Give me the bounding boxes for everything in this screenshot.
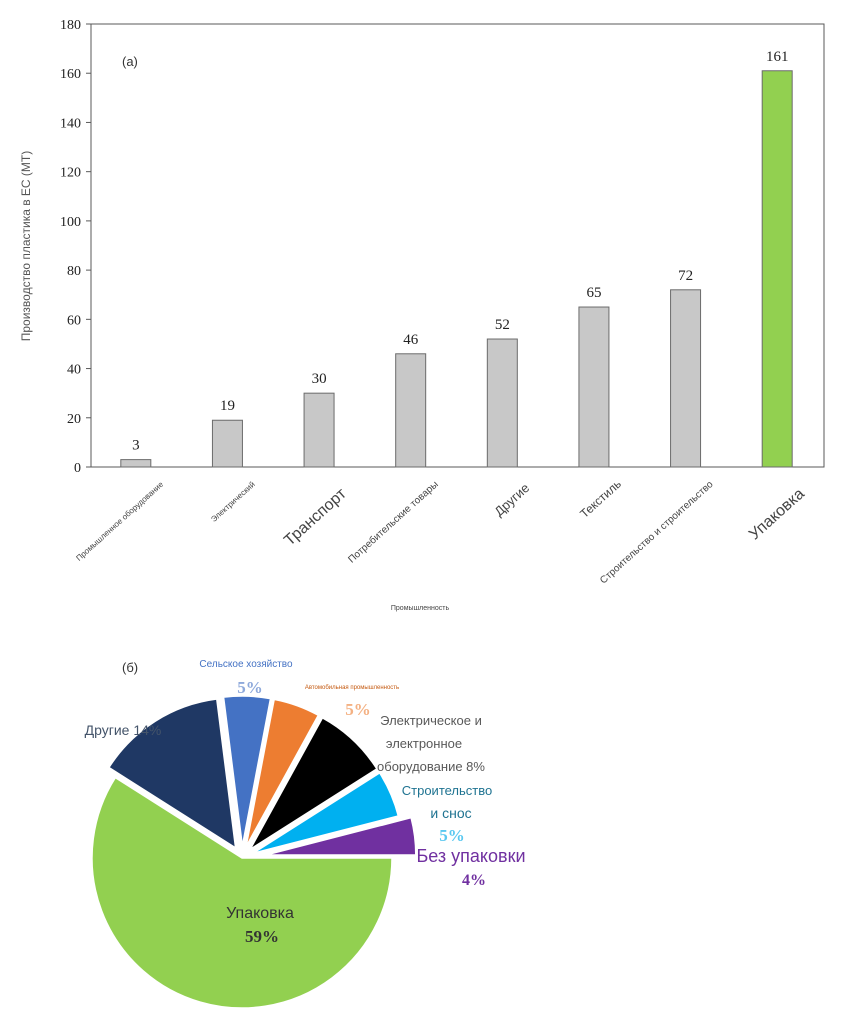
y-tick-label: 80 — [67, 264, 81, 279]
bar-chart-panel: (a) Производство пластика в ЕС (МТ) Пром… — [19, 18, 825, 612]
pie-slice-2 — [245, 698, 320, 848]
pie-slice-3 — [249, 716, 378, 850]
plot-area — [90, 23, 825, 468]
pie-slice-label: Автомобильная промышленность — [305, 685, 399, 691]
y-tick-label: 40 — [67, 363, 81, 378]
pie-slice-percent: 59% — [245, 927, 279, 946]
pie-slice-label: Электрическое и — [380, 713, 482, 728]
pie-labels: Сельское хозяйство 5% Автомобильная промыш… — [85, 659, 526, 946]
x-category-label: Промышленное оборудование — [74, 479, 165, 562]
pie-slice-5 — [265, 816, 417, 856]
pie-slice-label: Сельское хозяйство — [199, 659, 293, 670]
x-category-label: Строительство и строительство — [598, 479, 716, 587]
pie-slice-label: Строительство — [402, 783, 492, 798]
pie-slice-label: и снос — [430, 805, 471, 821]
y-tick-label: 140 — [60, 116, 81, 131]
pie-slice-percent: 5% — [345, 700, 371, 719]
y-axis-label: Производство пластика в ЕС (МТ) — [19, 151, 33, 342]
bar-1 — [120, 459, 152, 468]
x-axis-label: Промышленность — [391, 605, 450, 612]
pie-slice-label: электронное — [386, 736, 462, 751]
pie-slice-label: Без упаковки — [416, 846, 525, 866]
y-tick-label: 60 — [67, 313, 81, 328]
pie-slice-label: Другие 14% — [85, 722, 162, 738]
bar-value-label: 161 — [766, 49, 789, 65]
x-category-label: Другие — [491, 480, 532, 519]
y-tick-label: 20 — [67, 412, 81, 427]
x-category-label: Электрический — [209, 480, 257, 524]
panel-label-a: (a) — [122, 54, 138, 69]
bar-value-label: 65 — [586, 285, 601, 301]
y-tick-label: 180 — [60, 18, 81, 33]
pie-slice-percent: 5% — [237, 678, 263, 697]
bar-value-label: 19 — [220, 398, 235, 414]
x-category-label: Потребительские товары — [346, 478, 441, 565]
bar-3 — [303, 392, 335, 468]
y-tick-label: 120 — [60, 166, 81, 181]
bar-value-labels: 3 19 30 46 52 65 72 161 — [132, 49, 788, 454]
bar-value-label: 72 — [678, 268, 693, 284]
x-category-label: Транспорт — [281, 485, 350, 550]
y-tick-label: 100 — [60, 215, 81, 230]
y-axis-ticks: 0 20 40 60 80 100 120 140 160 180 — [60, 18, 91, 476]
bar-4 — [395, 353, 427, 468]
x-axis-category-labels: Промышленное оборудование Электрический Тр… — [74, 477, 808, 587]
pie-slice-7 — [107, 698, 237, 850]
bar-5 — [486, 338, 518, 468]
y-tick-label: 160 — [60, 67, 81, 82]
pie-slice-6 — [91, 776, 393, 1009]
bar-7 — [670, 289, 702, 468]
pie-slice-1 — [222, 695, 272, 847]
pie-slice-label: оборудование 8% — [377, 759, 485, 774]
bars — [120, 70, 793, 468]
pie-chart-panel: (б) Сельское хозяйство 5% Автомобильная пр… — [85, 659, 526, 1009]
bar-value-label: 3 — [132, 438, 140, 454]
bar-8 — [761, 70, 793, 468]
bar-value-label: 30 — [312, 371, 327, 387]
pie-slices — [91, 695, 417, 1009]
pie-slice-label: Упаковка — [226, 905, 294, 922]
panel-label-b: (б) — [122, 660, 138, 675]
pie-slice-percent: 5% — [439, 826, 465, 845]
pie-slice-4 — [252, 771, 400, 854]
pie-slice-percent: 4% — [462, 872, 486, 889]
y-tick-label: 0 — [74, 461, 81, 476]
bar-2 — [211, 419, 243, 468]
bar-value-label: 52 — [495, 317, 510, 333]
bar-6 — [578, 306, 610, 468]
x-category-label: Текстиль — [577, 477, 624, 521]
x-category-label: Упаковка — [746, 485, 808, 543]
bar-value-label: 46 — [403, 332, 419, 348]
